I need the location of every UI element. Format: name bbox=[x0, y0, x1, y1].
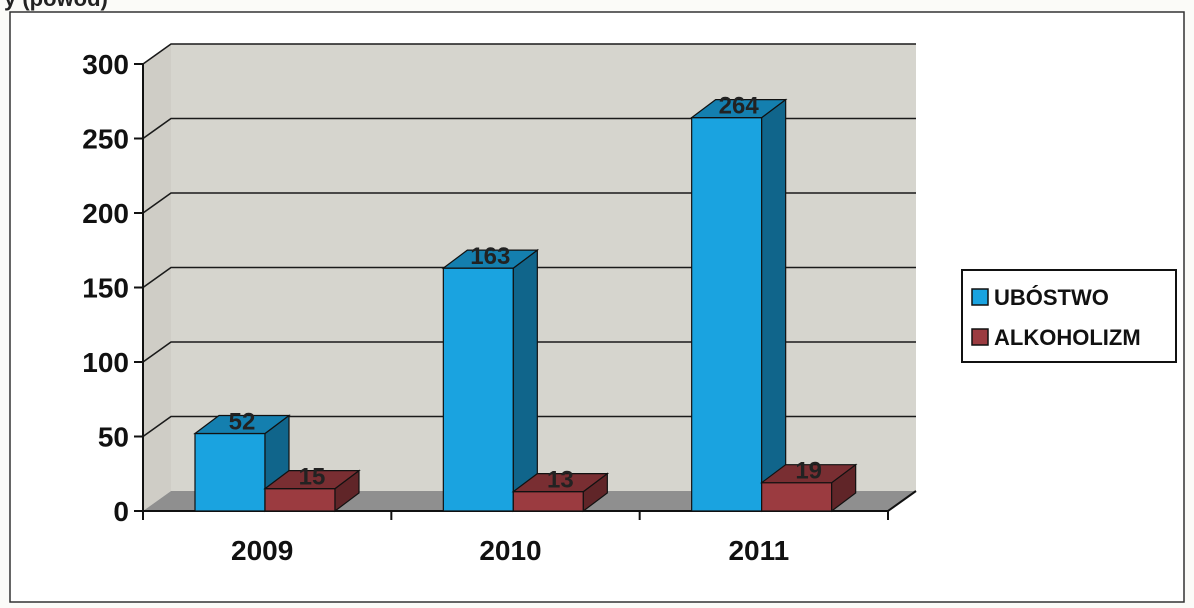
legend-swatch bbox=[971, 288, 989, 306]
bar-top bbox=[263, 470, 361, 490]
bar-side bbox=[512, 248, 538, 513]
bar-top bbox=[759, 464, 858, 484]
y-tick-label: 0 bbox=[113, 496, 129, 527]
x-axis-depth bbox=[887, 490, 917, 512]
axis-labels: 0 50 100 150 200 250 300 52 15 2009 163 13 2010 264 19… bbox=[82, 49, 822, 566]
data-label: 15 bbox=[299, 464, 326, 491]
data-label: 264 bbox=[719, 93, 760, 120]
bar-front bbox=[194, 432, 266, 512]
legend-label: UBÓSTWO bbox=[994, 285, 1109, 310]
legend-label: ALKOHOLIZM bbox=[994, 325, 1141, 350]
y-tick-label: 150 bbox=[82, 273, 129, 304]
bar-side bbox=[761, 98, 787, 513]
x-tick-label: 2009 bbox=[231, 535, 293, 566]
data-label: 163 bbox=[470, 243, 510, 270]
legend-box bbox=[961, 269, 1177, 363]
gridline bbox=[142, 341, 916, 363]
y-tick-label: 50 bbox=[98, 422, 129, 453]
bar-top bbox=[511, 473, 610, 493]
plot-area bbox=[134, 43, 917, 520]
data-label: 13 bbox=[547, 467, 574, 494]
bar-alkoholizm-2011 bbox=[759, 463, 858, 513]
y-tick-label: 300 bbox=[82, 49, 129, 80]
gridline bbox=[142, 192, 916, 214]
gridline bbox=[142, 415, 916, 438]
bar-top bbox=[689, 99, 788, 119]
bar-ubóstwo-2010 bbox=[441, 248, 540, 513]
bar-alkoholizm-2009 bbox=[263, 469, 361, 513]
bar-front bbox=[512, 491, 584, 512]
legend-swatch bbox=[971, 328, 989, 346]
x-tick-label: 2010 bbox=[479, 535, 541, 566]
data-label: 52 bbox=[229, 409, 256, 436]
gridline bbox=[142, 266, 916, 289]
legend: UBÓSTWO ALKOHOLIZM bbox=[961, 269, 1177, 363]
gridline bbox=[142, 117, 916, 140]
bar-ubóstwo-2011 bbox=[689, 98, 788, 513]
gridline bbox=[142, 43, 916, 65]
bar-front bbox=[264, 488, 336, 512]
bar-top bbox=[193, 414, 291, 435]
y-tick-label: 100 bbox=[82, 347, 129, 378]
data-label: 19 bbox=[795, 458, 822, 485]
cropped-caption-text: y (powod) bbox=[4, 0, 108, 12]
bar-front bbox=[761, 482, 833, 512]
x-tick-label: 2011 bbox=[728, 535, 789, 566]
bar-top bbox=[441, 249, 540, 269]
y-tick-label: 200 bbox=[82, 198, 129, 229]
bar-alkoholizm-2010 bbox=[511, 472, 610, 513]
bar-front bbox=[442, 267, 514, 512]
y-tick-label: 250 bbox=[82, 124, 129, 155]
bar-front bbox=[691, 117, 763, 512]
